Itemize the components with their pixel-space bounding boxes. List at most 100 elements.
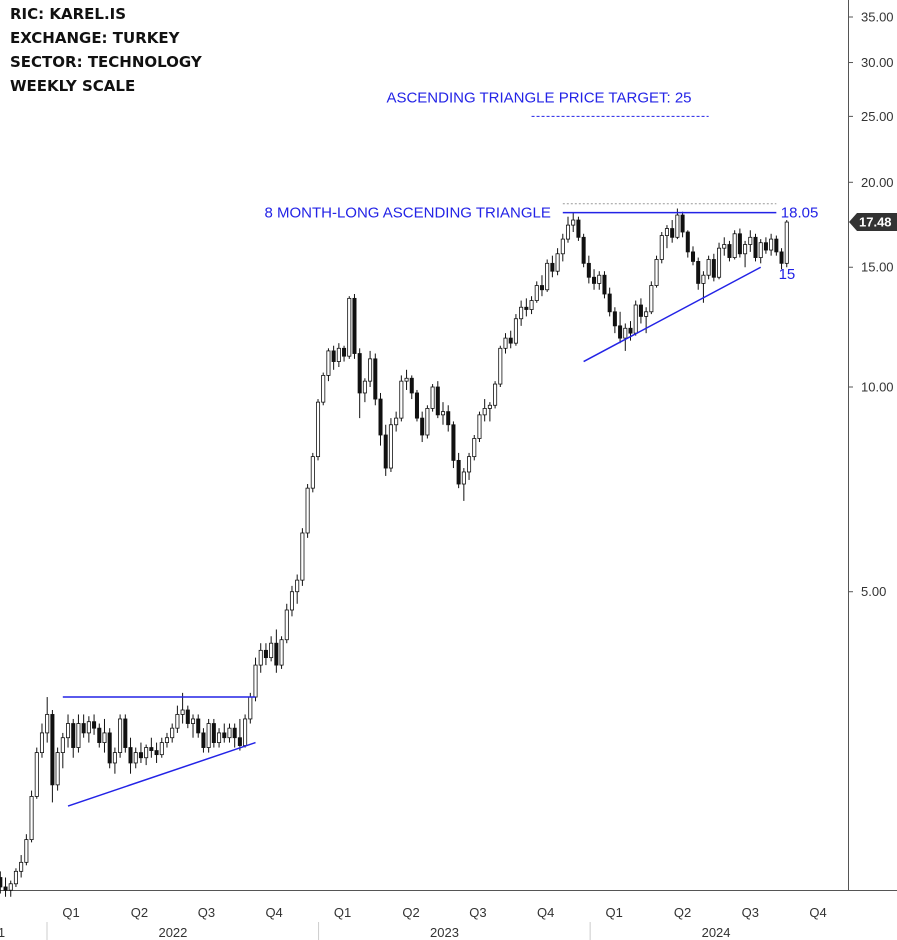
candle-body [55, 752, 60, 786]
candle-body [253, 664, 258, 698]
candle-body [503, 337, 508, 349]
candle-body [701, 274, 706, 284]
sector-label: SECTOR: TECHNOLOGY [10, 53, 202, 71]
candle-body [97, 727, 102, 743]
candle-body [24, 839, 29, 863]
candle-body [128, 747, 133, 764]
ticker-info-panel: RIC: KAREL.IS EXCHANGE: TURKEY SECTOR: T… [10, 2, 202, 98]
candle-body [586, 262, 591, 278]
x-year-label: 2024 [702, 925, 731, 940]
x-quarter-label: Q2 [131, 905, 148, 920]
candle-body [581, 236, 586, 264]
candle-body [493, 383, 498, 406]
x-year-label: 2023 [430, 925, 459, 940]
candle-body [560, 238, 565, 255]
x-year-label: 2022 [158, 925, 187, 940]
candle-body [185, 709, 190, 724]
candle-body [425, 408, 430, 436]
candle-body [482, 408, 487, 416]
candle-body [394, 417, 399, 426]
candle-body [399, 380, 404, 419]
x-quarter-label: Q3 [469, 905, 486, 920]
candle-body [222, 732, 227, 739]
candle-body [743, 244, 748, 255]
candle-body [263, 649, 268, 659]
y-tick-label: 30.00 [861, 55, 894, 70]
candle-body [71, 723, 76, 748]
candle-body [321, 375, 326, 403]
candle-body [107, 732, 112, 764]
x-quarter-label: Q4 [265, 905, 282, 920]
candle-body [66, 723, 71, 739]
candle-body [498, 347, 503, 385]
candle-body [545, 262, 550, 291]
candle-body [576, 219, 581, 238]
candle-body [357, 353, 362, 394]
candle-body [237, 737, 242, 746]
exchange-label: EXCHANGE: TURKEY [10, 29, 180, 47]
x-quarter-label: Q3 [198, 905, 215, 920]
candle-body [508, 337, 513, 344]
candle-body [76, 723, 81, 748]
candle-body [50, 714, 55, 786]
candle-body [86, 721, 91, 734]
candle-body [758, 242, 763, 258]
candle-body [602, 274, 607, 295]
candle-body [211, 723, 216, 743]
candle-body [685, 231, 690, 253]
candle-body [409, 377, 414, 394]
candle-body [3, 886, 8, 891]
candle-body [373, 358, 378, 400]
x-quarter-label: Q4 [537, 905, 554, 920]
candle-body [45, 714, 50, 734]
candle-body [748, 236, 753, 245]
candle-body [592, 276, 597, 284]
candle-body [133, 752, 138, 764]
candle-body [347, 297, 352, 357]
candle-body [649, 285, 654, 313]
candle-body [550, 262, 555, 272]
candle-body [644, 311, 649, 317]
candle-body [404, 377, 409, 382]
candle-body [477, 414, 482, 439]
candle-body [607, 293, 612, 313]
candle-body [784, 221, 789, 264]
candle-body [690, 251, 696, 262]
candle-body [446, 411, 451, 426]
candle-body [196, 718, 201, 734]
candle-body [279, 639, 284, 666]
candle-body [191, 718, 196, 724]
candle-body [383, 434, 388, 469]
last-price-marker [849, 213, 897, 232]
x-quarter-label: Q1 [62, 905, 79, 920]
candle-body [534, 285, 539, 301]
x-quarter-label: Q2 [674, 905, 691, 920]
candle-body [753, 236, 758, 258]
candle-body [378, 398, 383, 436]
candle-body [336, 347, 341, 362]
candle-body [342, 347, 347, 357]
price-target-annotation: ASCENDING TRIANGLE PRICE TARGET: 25 [386, 89, 691, 106]
candle-body [206, 723, 211, 748]
y-tick-label: 15.00 [861, 260, 894, 275]
candle-body [60, 737, 65, 754]
candle-body [170, 727, 175, 739]
candle-body [539, 285, 544, 291]
x-quarter-label: Q1 [334, 905, 351, 920]
x-quarter-label: Q1 [605, 905, 622, 920]
candle-body [763, 242, 768, 251]
candle-body [440, 411, 446, 416]
candle-body [112, 752, 117, 764]
x-year-label: 2021 [0, 925, 5, 940]
candle-body [8, 883, 13, 891]
candle-body [295, 579, 300, 593]
triangle-annotation: 8 MONTH-LONG ASCENDING TRIANGLE [264, 205, 550, 222]
candle-body [732, 233, 737, 258]
candle-body [628, 327, 633, 334]
candle-body [654, 259, 659, 286]
resistance-value-label: 18.05 [781, 205, 819, 222]
ric-label: RIC: KAREL.IS [10, 5, 127, 23]
candle-body [597, 274, 602, 284]
candle-body [368, 358, 373, 382]
